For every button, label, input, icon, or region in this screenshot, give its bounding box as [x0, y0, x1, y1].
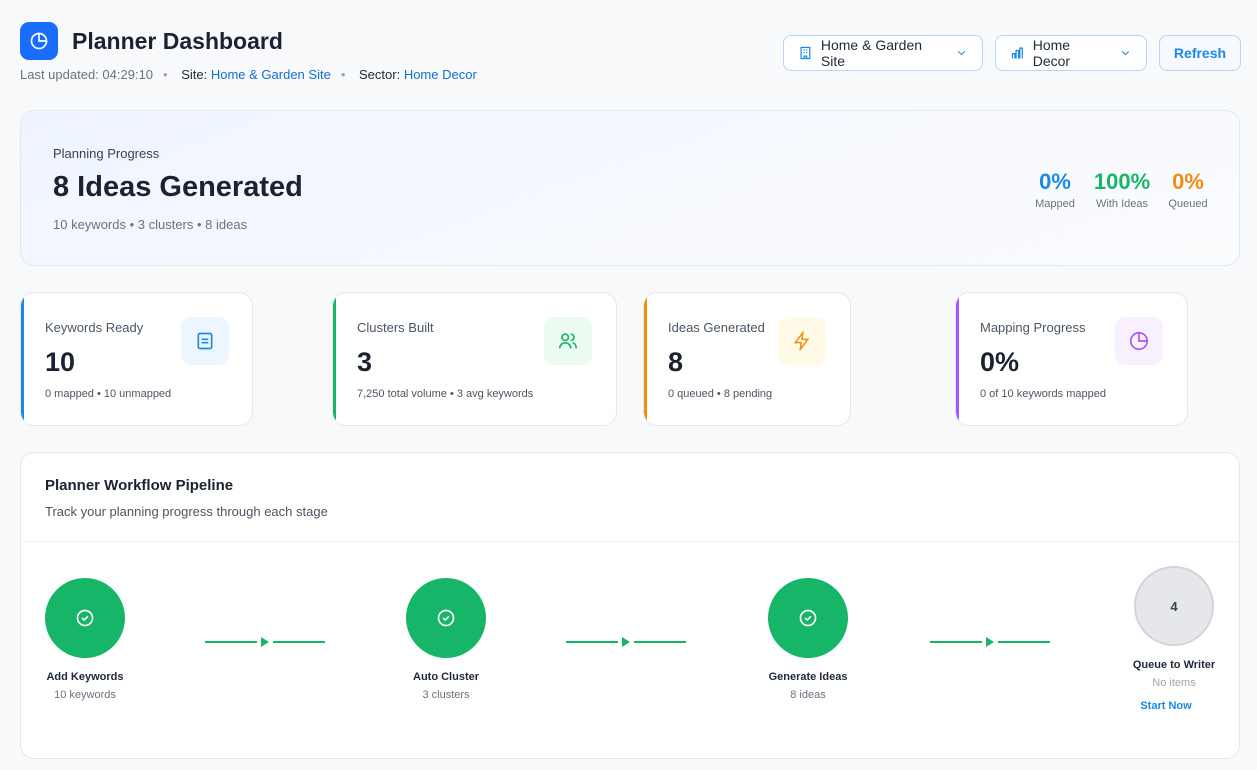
- card-clusters-built: Clusters Built 3 7,250 total volume • 3 …: [332, 292, 617, 426]
- last-updated: 04:29:10: [102, 67, 154, 82]
- start-now-link[interactable]: Start Now: [1140, 700, 1192, 712]
- step-auto-cluster[interactable]: Auto Cluster 3 clusters: [366, 578, 526, 701]
- pie-chart-icon: [1115, 317, 1163, 365]
- card-detail: 0 queued • 8 pending: [668, 388, 773, 400]
- step-generate-ideas[interactable]: Generate Ideas 8 ideas: [728, 578, 888, 701]
- bolt-icon: [778, 317, 826, 365]
- last-updated-label: Last updated:: [20, 67, 99, 82]
- site-select-value: Home & Garden Site: [820, 37, 923, 69]
- planning-progress-card: Planning Progress 8 Ideas Generated 10 k…: [20, 110, 1240, 266]
- connector-arrow-icon: [566, 637, 686, 647]
- card-label: Clusters Built: [357, 320, 434, 335]
- sector-select-value: Home Decor: [1032, 37, 1071, 69]
- card-value: 10: [45, 347, 76, 377]
- site-label: Site:: [181, 67, 208, 82]
- page-meta: Last updated: 04:29:10 • Site: Home & Gar…: [20, 67, 477, 82]
- metric-mapped: 0% Mapped: [1035, 169, 1075, 210]
- card-detail: 0 mapped • 10 unmapped: [45, 388, 172, 400]
- metric-with-ideas: 100% With Ideas: [1093, 169, 1151, 210]
- pipeline-title: Planner Workflow Pipeline: [45, 477, 234, 494]
- card-label: Ideas Generated: [668, 320, 765, 335]
- divider: [21, 541, 1239, 542]
- app-logo: [20, 22, 58, 60]
- step-count: No items: [1152, 677, 1196, 689]
- site-value: Home & Garden Site: [210, 67, 331, 82]
- card-value: 0%: [980, 347, 1020, 377]
- card-value: 3: [357, 347, 373, 377]
- page-title: Planner Dashboard: [72, 28, 283, 54]
- card-mapping-progress: Mapping Progress 0% 0 of 10 keywords map…: [955, 292, 1188, 426]
- chevron-down-icon: [957, 50, 966, 56]
- sector-value: Home Decor: [403, 67, 477, 82]
- check-circle-icon: [45, 578, 125, 658]
- document-icon: [181, 317, 229, 365]
- workflow-pipeline-card: Planner Workflow Pipeline Track your pla…: [20, 452, 1240, 759]
- metric-queued: 0% Queued: [1168, 169, 1208, 210]
- card-ideas-generated: Ideas Generated 8 0 queued • 8 pending: [643, 292, 851, 426]
- step-count: 3 clusters: [422, 689, 470, 701]
- users-icon: [544, 317, 592, 365]
- bar-chart-icon: [1011, 47, 1023, 59]
- sector-label: Sector:: [359, 67, 401, 82]
- step-name: Auto Cluster: [413, 671, 479, 683]
- check-circle-icon: [406, 578, 486, 658]
- card-detail: 7,250 total volume • 3 avg keywords: [357, 388, 534, 400]
- site-select[interactable]: Home & Garden Site: [783, 35, 983, 71]
- card-detail: 0 of 10 keywords mapped: [980, 388, 1106, 400]
- card-keywords-ready: Keywords Ready 10 0 mapped • 10 unmapped: [20, 292, 253, 426]
- step-count: 8 ideas: [790, 689, 826, 701]
- building-icon: [800, 46, 811, 60]
- hero-headline: 8 Ideas Generated: [53, 171, 303, 203]
- step-name: Generate Ideas: [768, 671, 848, 683]
- step-number: 4: [1134, 566, 1214, 646]
- step-name: Add Keywords: [46, 671, 124, 683]
- chevron-down-icon: [1121, 51, 1130, 56]
- sector-select[interactable]: Home Decor: [995, 35, 1147, 71]
- connector-arrow-icon: [930, 637, 1050, 647]
- refresh-button[interactable]: Refresh: [1159, 35, 1241, 71]
- check-circle-icon: [768, 578, 848, 658]
- card-value: 8: [668, 347, 684, 377]
- step-add-keywords[interactable]: Add Keywords 10 keywords: [5, 578, 165, 701]
- hero-kicker: Planning Progress: [53, 146, 160, 161]
- pipeline-subtitle: Track your planning progress through eac…: [45, 504, 328, 519]
- step-name: Queue to Writer: [1132, 659, 1216, 671]
- pie-chart-icon: [30, 32, 48, 50]
- card-label: Keywords Ready: [45, 320, 144, 335]
- step-queue-to-writer[interactable]: 4 Queue to Writer No items Start Now: [1094, 566, 1254, 712]
- hero-summary: 10 keywords • 3 clusters • 8 ideas: [53, 217, 248, 232]
- step-count: 10 keywords: [54, 689, 116, 701]
- card-label: Mapping Progress: [980, 320, 1086, 335]
- connector-arrow-icon: [205, 637, 325, 647]
